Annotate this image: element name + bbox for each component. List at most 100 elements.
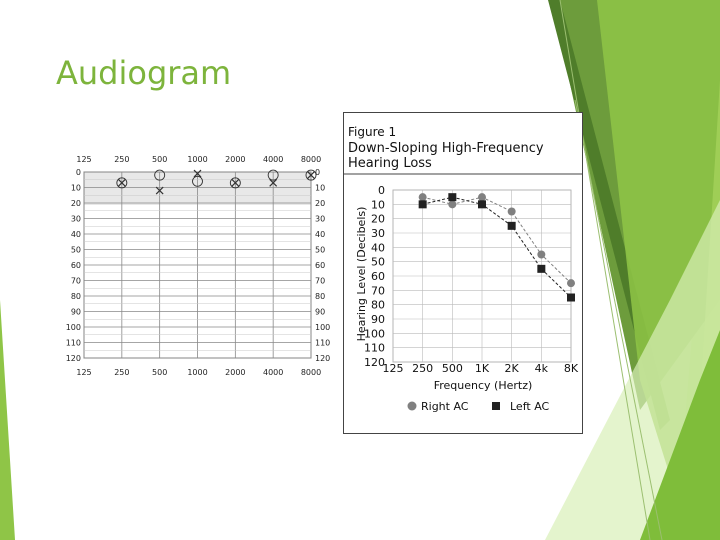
y-tick-label: 70 — [371, 284, 385, 297]
x-stroke — [155, 186, 164, 195]
right-ac-point — [418, 193, 427, 202]
left-ac-point — [537, 264, 546, 273]
right-ear-o-marker — [267, 169, 279, 181]
db-tick-right: 50 — [315, 246, 325, 255]
y-tick-label: 80 — [371, 299, 385, 312]
left-ear-x-marker — [155, 186, 164, 195]
right-ac-point — [448, 200, 457, 209]
x-tick-label: 8K — [564, 362, 579, 375]
freq-tick-top: 1000 — [187, 155, 207, 164]
decor-thin-line — [574, 99, 663, 540]
db-tick-left: 80 — [71, 292, 81, 301]
series-line-right-ac — [422, 196, 572, 284]
freq-tick-bottom: 2000 — [225, 368, 245, 377]
x-tick-label: 1K — [475, 362, 490, 375]
left-ac-point — [418, 200, 427, 209]
freq-tick-bottom: 250 — [114, 368, 129, 377]
right-ear-o-marker — [305, 169, 317, 181]
db-tick-right: 110 — [315, 339, 330, 348]
x-tick-label: 500 — [442, 362, 463, 375]
db-tick-right: 30 — [315, 215, 325, 224]
figure-frame — [343, 112, 583, 434]
y-tick-label: 110 — [364, 342, 385, 355]
x-tick-label: 125 — [383, 362, 404, 375]
freq-tick-bottom: 4000 — [263, 368, 283, 377]
right-ear-o-marker — [154, 169, 166, 181]
right-ac-point — [478, 193, 486, 202]
db-tick-left: 60 — [71, 261, 81, 270]
x-stroke — [269, 178, 278, 187]
y-tick-label: 30 — [371, 227, 385, 240]
y-tick-label: 60 — [371, 270, 385, 283]
x-tick-label: 4k — [535, 362, 549, 375]
left-ac-point — [567, 293, 575, 302]
x-axis-label: Frequency (Hertz) — [434, 379, 533, 392]
decor-bottom-green — [640, 330, 720, 540]
x-stroke — [307, 171, 315, 180]
freq-tick-bottom: 125 — [76, 368, 91, 377]
db-tick-left: 30 — [71, 215, 81, 224]
slide-title: Audiogram — [56, 54, 232, 92]
right-ear-o-marker — [192, 175, 203, 187]
db-tick-right: 120 — [315, 354, 330, 363]
y-axis-label: Hearing Level (Decibels) — [355, 207, 368, 342]
y-tick-label: 40 — [371, 241, 385, 254]
x-stroke — [231, 178, 240, 187]
y-tick-label: 50 — [371, 256, 385, 269]
y-tick-label: 120 — [364, 356, 385, 369]
decor-left-corner — [0, 300, 15, 540]
left-ac-point — [448, 193, 457, 202]
hearing-loss-chart: Figure 1 Down-Sloping High-Frequency Hea… — [343, 112, 583, 434]
db-tick-left: 100 — [66, 323, 81, 332]
x-tick-label: 250 — [412, 362, 433, 375]
figure-panel: Figure 1 Down-Sloping High-Frequency Hea… — [343, 112, 583, 434]
freq-tick-top: 250 — [114, 155, 129, 164]
db-tick-right: 100 — [315, 323, 330, 332]
db-tick-right: 0 — [315, 168, 320, 177]
freq-tick-top: 125 — [76, 155, 91, 164]
freq-tick-top: 8000 — [301, 155, 321, 164]
figure-label: Figure 1 — [348, 125, 396, 139]
db-tick-right: 80 — [315, 292, 325, 301]
db-tick-left: 20 — [71, 199, 81, 208]
y-tick-label: 90 — [371, 313, 385, 326]
freq-tick-top: 500 — [152, 155, 167, 164]
left-ear-x-marker — [231, 178, 240, 187]
right-ear-o-marker — [229, 177, 241, 189]
freq-tick-bottom: 1000 — [187, 368, 207, 377]
db-tick-left: 110 — [66, 339, 81, 348]
left-ear-x-marker — [307, 171, 315, 180]
chart-title-line-2: Hearing Loss — [348, 156, 432, 171]
y-tick-label: 10 — [371, 198, 385, 211]
y-tick-label: 0 — [378, 184, 385, 197]
db-tick-right: 90 — [315, 308, 325, 317]
left-ac-point — [478, 200, 486, 209]
left-ear-x-marker — [269, 178, 278, 187]
db-tick-right: 10 — [315, 184, 325, 193]
db-tick-left: 70 — [71, 277, 81, 286]
db-tick-right: 70 — [315, 277, 325, 286]
freq-tick-top: 4000 — [263, 155, 283, 164]
x-stroke — [193, 169, 202, 178]
left-ear-x-marker — [193, 169, 202, 178]
right-ac-point — [537, 250, 546, 259]
right-ac-point — [507, 207, 516, 216]
x-tick-label: 2K — [505, 362, 520, 375]
freq-tick-top: 2000 — [225, 155, 245, 164]
db-tick-right: 60 — [315, 261, 325, 270]
series-line-left-ac — [422, 196, 572, 298]
db-tick-left: 120 — [66, 354, 81, 363]
db-tick-left: 40 — [71, 230, 81, 239]
db-tick-left: 50 — [71, 246, 81, 255]
right-ear-o-marker — [116, 177, 128, 189]
db-tick-right: 20 — [315, 199, 325, 208]
freq-tick-bottom: 8000 — [301, 368, 321, 377]
db-tick-left: 10 — [71, 184, 81, 193]
left-ear-x-marker — [117, 178, 126, 187]
freq-tick-bottom: 500 — [152, 368, 167, 377]
legend-left-ac: Left AC — [510, 400, 550, 413]
right-ac-point — [567, 279, 575, 288]
y-tick-label: 20 — [371, 213, 385, 226]
